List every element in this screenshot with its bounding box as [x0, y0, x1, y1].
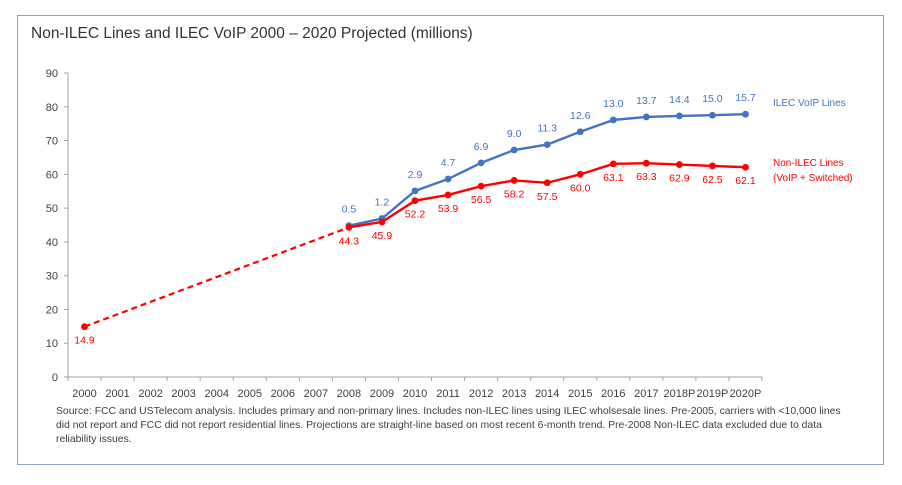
y-tick-label: 50: [46, 203, 58, 215]
data-label: 12.6: [570, 110, 591, 122]
data-point: [609, 116, 617, 124]
data-point: [510, 177, 518, 184]
x-tick-label: 2003: [171, 388, 195, 400]
data-point: [576, 170, 584, 178]
data-point: [411, 187, 419, 195]
x-tick-label: 2005: [238, 388, 262, 400]
x-tick-label: 2006: [271, 388, 295, 400]
data-label: 15.7: [735, 92, 756, 104]
chart-frame: [17, 15, 884, 465]
y-tick-label: 80: [46, 102, 58, 114]
data-label: 2.9: [408, 169, 423, 181]
x-tick-label: 2016: [601, 388, 625, 400]
data-point: [411, 197, 419, 205]
data-point: [642, 113, 650, 121]
data-label: 56.5: [471, 194, 492, 206]
data-label: 63.1: [603, 172, 624, 184]
x-tick-label: 2018P: [663, 388, 695, 400]
data-label: 44.3: [339, 235, 360, 247]
y-tick-label: 10: [46, 338, 58, 350]
data-label: 9.0: [507, 128, 522, 140]
data-label: 57.5: [537, 191, 558, 203]
x-tick-label: 2004: [204, 388, 228, 400]
data-label: 62.5: [702, 174, 723, 186]
data-label: 13.7: [636, 95, 657, 107]
x-tick-label: 2000: [72, 388, 96, 400]
data-point: [609, 160, 617, 168]
x-tick-label: 2019P: [697, 388, 729, 400]
x-tick-label: 2002: [138, 388, 162, 400]
x-tick-label: 2017: [634, 388, 658, 400]
x-tick-label: 2014: [535, 388, 559, 400]
y-tick-label: 60: [46, 169, 58, 181]
legend-label: Non-ILEC Lines: [773, 158, 844, 169]
data-point: [742, 110, 749, 118]
x-tick-label: 2008: [337, 388, 361, 400]
legend-label: ILEC VoIP Lines: [773, 98, 846, 109]
x-tick-label: 2013: [502, 388, 526, 400]
source-note: Source: FCC and USTelecom analysis. Incl…: [56, 406, 841, 445]
data-point: [81, 323, 88, 331]
chart-title: Non-ILEC Lines and ILEC VoIP 2000 – 2020…: [31, 25, 473, 42]
y-tick-label: 30: [46, 271, 58, 283]
data-point: [642, 159, 650, 167]
x-tick-label: 2009: [370, 388, 394, 400]
data-point: [543, 141, 551, 149]
x-tick-label: 2015: [568, 388, 592, 400]
data-point: [543, 179, 551, 187]
data-point: [345, 223, 353, 231]
data-label: 1.2: [375, 197, 390, 209]
x-tick-label: 2010: [403, 388, 427, 400]
data-label: 11.3: [537, 123, 557, 135]
data-point: [444, 175, 452, 183]
data-label: 52.2: [405, 209, 426, 221]
data-label: 62.1: [735, 175, 756, 187]
data-point: [378, 218, 386, 226]
data-label: 14.4: [669, 94, 690, 106]
y-tick-label: 90: [46, 68, 58, 80]
data-point: [576, 128, 584, 136]
data-label: 14.9: [74, 335, 95, 347]
data-label: 53.9: [438, 203, 459, 215]
data-point: [675, 161, 683, 168]
y-tick-label: 40: [46, 237, 58, 249]
data-label: 62.9: [669, 173, 690, 185]
data-label: 4.7: [441, 157, 456, 169]
series-dashed-segment: [84, 226, 350, 328]
data-label: 60.0: [570, 182, 591, 194]
x-tick-label: 2011: [436, 388, 460, 400]
data-point: [742, 163, 749, 171]
y-tick-label: 0: [52, 372, 58, 384]
x-tick-label: 2012: [469, 388, 493, 400]
data-label: 58.2: [504, 188, 525, 200]
data-point: [477, 159, 485, 167]
data-point: [510, 146, 518, 154]
y-tick-label: 70: [46, 136, 58, 148]
data-label: 0.5: [342, 204, 357, 216]
data-point: [709, 162, 716, 170]
x-tick-label: 2001: [105, 388, 129, 400]
legend-label: (VoIP + Switched): [773, 173, 853, 184]
data-label: 6.9: [474, 141, 489, 153]
data-label: 45.9: [372, 230, 393, 242]
data-label: 63.3: [636, 171, 657, 183]
data-point: [444, 191, 452, 199]
data-point: [477, 182, 485, 190]
x-tick-label: 2020P: [730, 388, 762, 400]
x-tick-label: 2007: [304, 388, 328, 400]
y-tick-label: 20: [46, 304, 58, 316]
data-point: [675, 112, 683, 120]
data-label: 13.0: [603, 98, 624, 110]
data-label: 15.0: [702, 93, 723, 105]
data-point: [709, 111, 716, 119]
